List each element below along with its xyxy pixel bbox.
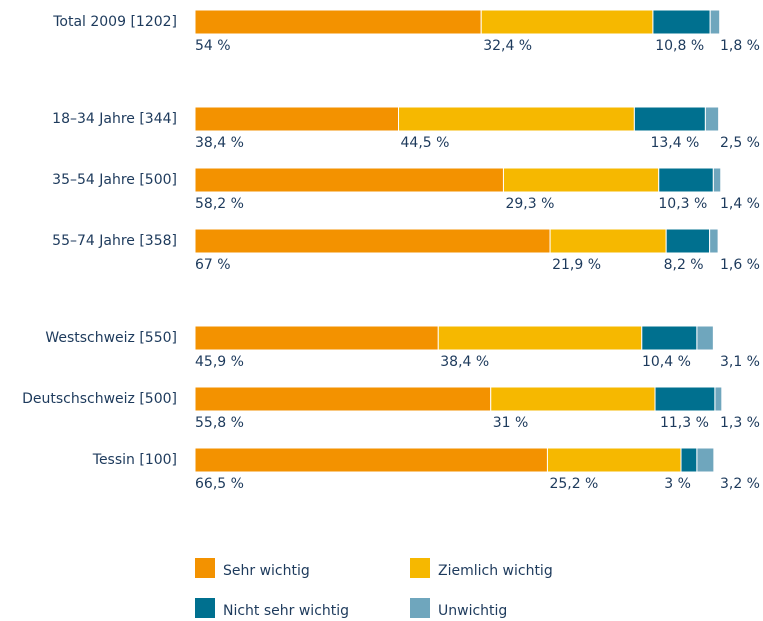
bar-segment: [194, 167, 504, 193]
legend-label: Unwichtig: [438, 603, 507, 619]
bar-segment: [712, 167, 722, 193]
category-label: 55–74 Jahre [358]: [52, 233, 177, 249]
bar-segment: [709, 9, 721, 35]
category-label: Deutschschweiz [500]: [22, 391, 177, 407]
legend-label: Ziemlich wichtig: [438, 563, 553, 579]
value-label: 3,1 %: [720, 354, 760, 370]
value-label: 1,3 %: [720, 415, 760, 431]
value-label: 38,4 %: [440, 354, 489, 370]
value-label: 54 %: [195, 38, 231, 54]
category-label: Westschweiz [550]: [45, 330, 177, 346]
bar-segment: [654, 386, 716, 412]
legend-swatch: [410, 558, 430, 578]
value-label: 13,4 %: [650, 135, 699, 151]
bar-segment: [714, 386, 723, 412]
value-label: 67 %: [195, 257, 231, 273]
bar-segment: [665, 228, 711, 254]
bar-segment: [194, 106, 400, 132]
legend-label: Nicht sehr wichtig: [223, 603, 349, 619]
legend-swatch: [195, 558, 215, 578]
category-label: Total 2009 [1202]: [52, 14, 177, 30]
bar-segment: [194, 447, 548, 473]
bar-segment: [194, 9, 482, 35]
value-label: 10,3 %: [658, 196, 707, 212]
category-label: 18–34 Jahre [344]: [52, 111, 177, 127]
value-label: 11,3 %: [660, 415, 709, 431]
bar-segment: [490, 386, 656, 412]
bar-segment: [641, 325, 698, 351]
value-label: 38,4 %: [195, 135, 244, 151]
bar-segment: [546, 447, 682, 473]
bar-segment: [194, 325, 439, 351]
value-label: 45,9 %: [195, 354, 244, 370]
value-label: 29,3 %: [505, 196, 554, 212]
bar-segment: [194, 228, 551, 254]
value-label: 32,4 %: [483, 38, 532, 54]
value-label: 8,2 %: [664, 257, 704, 273]
category-label: 35–54 Jahre [500]: [52, 172, 177, 188]
legend-label: Sehr wichtig: [223, 563, 310, 579]
value-label: 31 %: [493, 415, 529, 431]
bar-segment: [704, 106, 720, 132]
bar-segment: [549, 228, 667, 254]
bar-segment: [502, 167, 660, 193]
value-label: 25,2 %: [549, 476, 598, 492]
legend-swatch: [410, 598, 430, 618]
value-label: 55,8 %: [195, 415, 244, 431]
value-label: 3,2 %: [720, 476, 760, 492]
bar-segment: [633, 106, 706, 132]
value-label: 1,4 %: [720, 196, 760, 212]
value-label: 44,5 %: [401, 135, 450, 151]
value-label: 2,5 %: [720, 135, 760, 151]
category-label: Tessin [100]: [92, 452, 177, 468]
bar-segment: [437, 325, 643, 351]
value-label: 10,8 %: [655, 38, 704, 54]
value-label: 3 %: [664, 476, 691, 492]
bar-segment: [696, 325, 714, 351]
value-label: 66,5 %: [195, 476, 244, 492]
value-label: 1,8 %: [720, 38, 760, 54]
bar-segment: [696, 447, 715, 473]
bar-segment: [194, 386, 492, 412]
bar-segment: [658, 167, 714, 193]
legend-swatch: [195, 598, 215, 618]
value-label: 21,9 %: [552, 257, 601, 273]
bar-segment: [398, 106, 635, 132]
bar-segment: [680, 447, 698, 473]
bar-segment: [652, 9, 711, 35]
value-label: 1,6 %: [720, 257, 760, 273]
bar-segment: [709, 228, 719, 254]
value-label: 58,2 %: [195, 196, 244, 212]
bar-segment: [480, 9, 654, 35]
value-label: 10,4 %: [642, 354, 691, 370]
